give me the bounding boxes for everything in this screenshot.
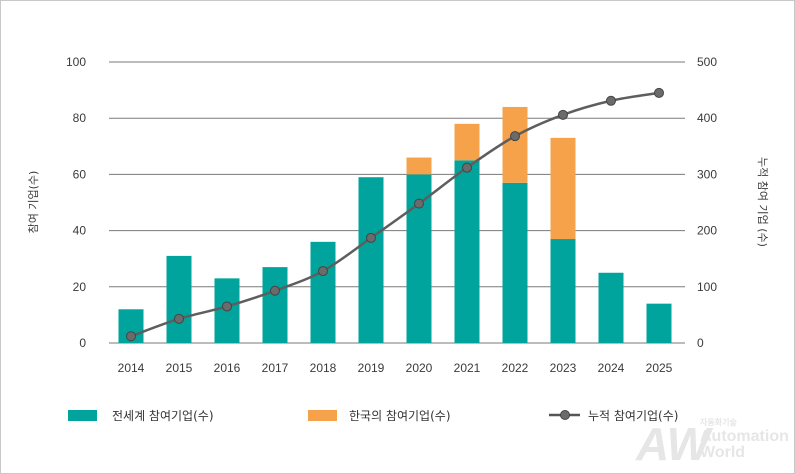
y2-tick-label: 500 xyxy=(697,55,717,69)
y-tick-label: 0 xyxy=(79,336,86,350)
watermark-line1: Automation xyxy=(700,428,789,445)
y-tick-label: 80 xyxy=(73,111,87,125)
x-tick-label: 2015 xyxy=(166,361,193,375)
y2-tick-label: 300 xyxy=(697,167,717,181)
automation-world-watermark: AW 자동화기술 Automation World xyxy=(635,417,789,470)
right-axis-title: 누적 참여 기업 (수) xyxy=(756,157,769,247)
legend-marker-cumulative xyxy=(560,410,570,420)
bar-global xyxy=(598,272,624,343)
y-tick-label: 100 xyxy=(66,55,86,69)
legend-label-cumulative: 누적 참여기업(수) xyxy=(588,409,678,423)
bar-korea xyxy=(406,157,432,175)
bars xyxy=(118,106,672,343)
legend-label-korea: 한국의 참여기업(수) xyxy=(349,409,451,423)
y-tick-label: 20 xyxy=(73,280,87,294)
watermark-line2: World xyxy=(700,444,745,461)
right-axis-ticks: 0 100 200 300 400 500 xyxy=(697,55,717,350)
x-tick-label: 2022 xyxy=(502,361,529,375)
y2-tick-label: 0 xyxy=(697,336,704,350)
legend-label-global: 전세계 참여기업(수) xyxy=(112,409,214,423)
bar-global xyxy=(262,267,288,343)
cumulative-point xyxy=(222,301,232,312)
bar-korea xyxy=(454,123,480,161)
cumulative-point xyxy=(270,285,280,296)
cumulative-point xyxy=(318,266,328,277)
cumulative-line xyxy=(126,87,664,342)
x-tick-label: 2020 xyxy=(406,361,433,375)
cumulative-point xyxy=(414,198,424,209)
cumulative-point xyxy=(606,95,616,106)
y2-tick-label: 200 xyxy=(697,224,717,238)
cumulative-line-path xyxy=(130,91,660,338)
cumulative-point xyxy=(366,232,376,243)
bar-global xyxy=(358,177,384,343)
y2-tick-label: 400 xyxy=(697,111,717,125)
x-tick-label: 2023 xyxy=(550,361,577,375)
y-tick-label: 40 xyxy=(73,224,87,238)
x-axis-ticks: 2014 2015 2016 2017 2018 2019 2020 2021 2022 2023… xyxy=(118,361,673,375)
bar-global xyxy=(454,160,480,343)
legend-swatch-korea xyxy=(308,410,337,421)
bar-global xyxy=(310,241,336,343)
gridlines xyxy=(109,61,685,344)
x-tick-label: 2019 xyxy=(358,361,385,375)
left-axis-ticks: 0 20 40 60 80 100 xyxy=(66,55,86,350)
y-tick-label: 60 xyxy=(73,167,87,181)
legend-swatch-global xyxy=(68,410,97,421)
bar-global xyxy=(550,239,576,343)
bar-global xyxy=(502,182,528,343)
left-axis-title: 참여 기업(수) xyxy=(27,171,40,234)
watermark-logo: AW xyxy=(635,418,714,470)
bar-global xyxy=(646,303,672,343)
cumulative-point xyxy=(462,162,472,173)
watermark-korean: 자동화기술 xyxy=(700,417,737,427)
bar-korea xyxy=(550,137,576,240)
cumulative-point xyxy=(174,313,184,324)
cumulative-point xyxy=(654,87,664,98)
y2-tick-label: 100 xyxy=(697,280,717,294)
x-tick-label: 2024 xyxy=(598,361,625,375)
cumulative-point xyxy=(558,109,568,120)
cumulative-point xyxy=(510,131,520,142)
x-tick-label: 2025 xyxy=(646,361,673,375)
bar-korea xyxy=(502,106,528,183)
legend: 전세계 참여기업(수) 한국의 참여기업(수) 누적 참여기업(수) xyxy=(68,409,678,423)
x-tick-label: 2021 xyxy=(454,361,481,375)
bar-global xyxy=(166,255,192,343)
x-tick-label: 2018 xyxy=(310,361,337,375)
x-tick-label: 2017 xyxy=(262,361,289,375)
cumulative-point xyxy=(126,331,136,342)
x-tick-label: 2014 xyxy=(118,361,145,375)
x-tick-label: 2016 xyxy=(214,361,241,375)
